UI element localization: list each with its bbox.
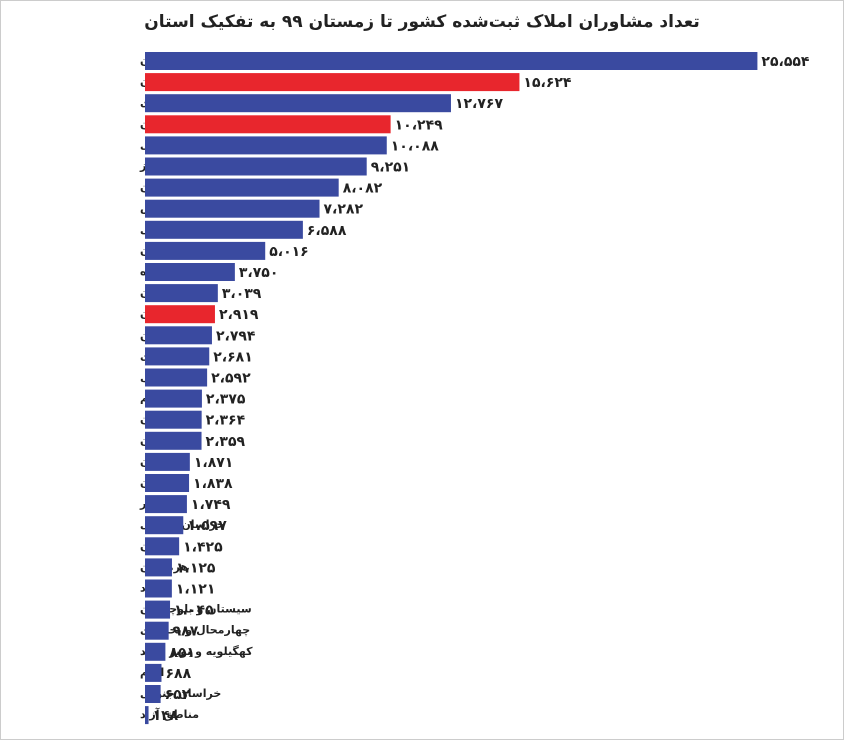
value-label: ۱۲،۷۶۷ xyxy=(455,96,503,112)
value-label: ۲،۳۷۵ xyxy=(206,392,246,408)
value-label: ۱،۸۷۱ xyxy=(194,455,234,471)
value-label: ۱،۵۹۷ xyxy=(187,518,227,534)
bar xyxy=(145,642,166,661)
bar xyxy=(145,621,169,640)
bar xyxy=(145,516,184,535)
value-label: ۹۸۷ xyxy=(173,624,199,640)
bar xyxy=(145,347,210,366)
value-label: ۲۵،۵۵۴ xyxy=(761,54,809,70)
value-label: ۲،۹۱۹ xyxy=(219,307,259,323)
bar xyxy=(145,305,215,324)
bar xyxy=(145,136,387,155)
value-label: ۲،۶۸۱ xyxy=(213,349,253,365)
category-label: کهگیلویه و بویر احمد xyxy=(140,645,253,658)
bar xyxy=(145,94,451,113)
bar xyxy=(145,115,391,134)
value-label: ۸۵۱ xyxy=(169,645,195,661)
bar xyxy=(145,558,172,577)
value-label: ۳،۰۳۹ xyxy=(222,286,262,302)
value-label: ۳،۷۵۰ xyxy=(239,265,279,281)
value-label: ۱۵،۶۲۴ xyxy=(523,75,571,91)
value-label: ۶۵۲ xyxy=(165,687,191,703)
value-label: ۲،۳۵۹ xyxy=(206,434,246,450)
value-label: ۱،۸۳۸ xyxy=(193,476,233,492)
bar xyxy=(145,241,266,260)
chart-title: تعداد مشاوران املاک ثبت‌شده کشور تا زمست… xyxy=(144,12,700,32)
value-label: ۲،۵۹۲ xyxy=(211,371,251,387)
value-label: ۵،۰۱۶ xyxy=(269,244,309,260)
value-label: ۷،۲۸۲ xyxy=(324,202,364,218)
value-label: ۶،۵۸۸ xyxy=(307,223,347,239)
bar xyxy=(145,263,235,281)
value-label: ۲،۷۹۴ xyxy=(216,328,256,344)
bar xyxy=(145,495,187,514)
bar xyxy=(145,431,202,450)
bar xyxy=(145,368,208,387)
value-label: ۹،۲۵۱ xyxy=(371,160,411,176)
bar xyxy=(145,178,339,197)
bar xyxy=(145,389,202,408)
bar xyxy=(145,685,161,703)
value-label: ۶۸۸ xyxy=(165,666,191,682)
bar xyxy=(145,157,367,176)
bar xyxy=(145,663,162,682)
value-label: ۱،۷۴۹ xyxy=(191,497,231,513)
value-label: ۸،۰۸۲ xyxy=(343,181,383,197)
bar xyxy=(145,579,172,598)
bar xyxy=(145,474,190,492)
value-label: ۱۰،۰۸۸ xyxy=(391,138,439,154)
bar xyxy=(145,220,303,239)
value-label: ۲،۳۶۴ xyxy=(206,413,246,429)
bar xyxy=(145,326,212,345)
bar xyxy=(145,537,180,556)
bar xyxy=(145,284,218,303)
bar xyxy=(145,706,149,725)
bar xyxy=(145,73,520,92)
bar xyxy=(145,52,758,70)
bar xyxy=(145,600,171,619)
value-label: ۱،۴۲۵ xyxy=(183,539,223,555)
bar xyxy=(145,199,320,218)
bar xyxy=(145,410,202,429)
value-label: ۱،۰۴۵ xyxy=(174,603,214,619)
bar xyxy=(145,452,190,471)
value-label: ۱،۱۲۱ xyxy=(176,582,216,598)
value-label: ۱۴۸ xyxy=(153,708,179,724)
value-label: ۱،۱۲۵ xyxy=(176,560,216,576)
value-label: ۱۰،۲۴۹ xyxy=(395,117,443,133)
category-label: مناطق آزاد xyxy=(140,707,199,721)
